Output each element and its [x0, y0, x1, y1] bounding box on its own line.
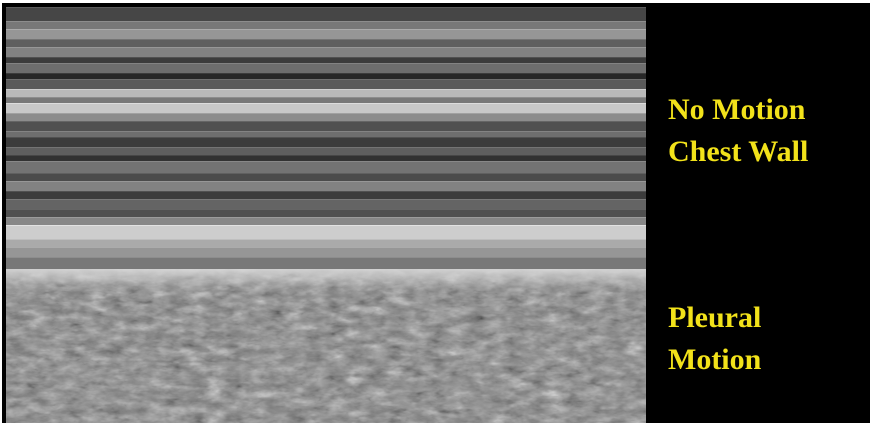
chest-wall-stripe-edge: [6, 103, 646, 104]
chest-wall-stripe-edge: [6, 97, 646, 98]
pleural-motion-label-line-1: Pleural: [668, 301, 762, 334]
chest-wall-stripe-edge: [6, 257, 646, 258]
pleural-granular-region: [6, 269, 646, 423]
chest-wall-stripes: [6, 7, 646, 269]
m-mode-ultrasound-graphic: [6, 7, 646, 423]
chest-wall-stripe-edge: [6, 225, 646, 226]
chest-wall-stripe-edge: [6, 47, 646, 48]
chest-wall-stripe-edge: [6, 39, 646, 40]
chest-wall-stripe: [6, 137, 646, 147]
chest-wall-stripe: [6, 29, 646, 39]
chest-wall-stripe-edge: [6, 79, 646, 80]
chest-wall-stripe-edge: [6, 89, 646, 90]
chest-wall-stripe: [6, 225, 646, 239]
chest-wall-stripe: [6, 239, 646, 247]
chest-wall-stripe-edge: [6, 57, 646, 58]
chest-wall-stripe: [6, 247, 646, 257]
chest-wall-stripe-edge: [6, 113, 646, 114]
chest-wall-label-line-1: No Motion: [668, 93, 806, 126]
pleural-motion-label-line-2: Motion: [668, 343, 762, 376]
chest-wall-stripe: [6, 103, 646, 113]
chest-wall-stripe: [6, 191, 646, 199]
chest-wall-stripe: [6, 57, 646, 63]
chest-wall-stripe: [6, 7, 646, 21]
chest-wall-stripe-edge: [6, 29, 646, 30]
chest-wall-stripe: [6, 97, 646, 103]
chest-wall-stripe: [6, 155, 646, 161]
chest-wall-stripe-edge: [6, 247, 646, 248]
chest-wall-stripe: [6, 113, 646, 121]
chest-wall-stripe: [6, 209, 646, 217]
chest-wall-stripe-edge: [6, 21, 646, 22]
chest-wall-stripe: [6, 63, 646, 73]
pleural-motion-label: Pleural Motion: [668, 297, 761, 381]
chest-wall-stripe-edge: [6, 199, 646, 200]
chest-wall-stripe: [6, 47, 646, 57]
chest-wall-stripe: [6, 131, 646, 137]
m-mode-ultrasound-image: [6, 7, 646, 423]
chest-wall-stripe: [6, 257, 646, 269]
chest-wall-stripe: [6, 217, 646, 225]
chest-wall-stripe: [6, 89, 646, 97]
chest-wall-stripe: [6, 121, 646, 131]
chest-wall-stripe-edge: [6, 173, 646, 174]
chest-wall-stripe-edge: [6, 121, 646, 122]
chest-wall-stripe-edge: [6, 217, 646, 218]
chest-wall-stripe: [6, 79, 646, 89]
chest-wall-stripe-edge: [6, 239, 646, 240]
chest-wall-stripe: [6, 21, 646, 29]
chest-wall-stripe-edge: [6, 209, 646, 210]
chest-wall-stripe: [6, 161, 646, 173]
chest-wall-label-line-2: Chest Wall: [668, 135, 809, 168]
chest-wall-stripe-edge: [6, 191, 646, 192]
chest-wall-stripe: [6, 199, 646, 209]
chest-wall-stripe-edge: [6, 73, 646, 74]
chest-wall-stripe-edge: [6, 155, 646, 156]
chest-wall-stripe-edge: [6, 181, 646, 182]
chest-wall-stripe-edge: [6, 131, 646, 132]
chest-wall-stripe: [6, 39, 646, 47]
chest-wall-label: No Motion Chest Wall: [668, 89, 808, 173]
chest-wall-stripe: [6, 147, 646, 155]
chest-wall-stripe-edge: [6, 63, 646, 64]
chest-wall-stripe: [6, 181, 646, 191]
chest-wall-stripe-edge: [6, 137, 646, 138]
chest-wall-stripe-edge: [6, 161, 646, 162]
figure-frame: No Motion Chest Wall Pleural Motion: [2, 3, 870, 423]
chest-wall-stripe-edge: [6, 147, 646, 148]
chest-wall-stripe-edge: [6, 7, 646, 8]
chest-wall-stripe: [6, 173, 646, 181]
chest-wall-stripe: [6, 73, 646, 79]
